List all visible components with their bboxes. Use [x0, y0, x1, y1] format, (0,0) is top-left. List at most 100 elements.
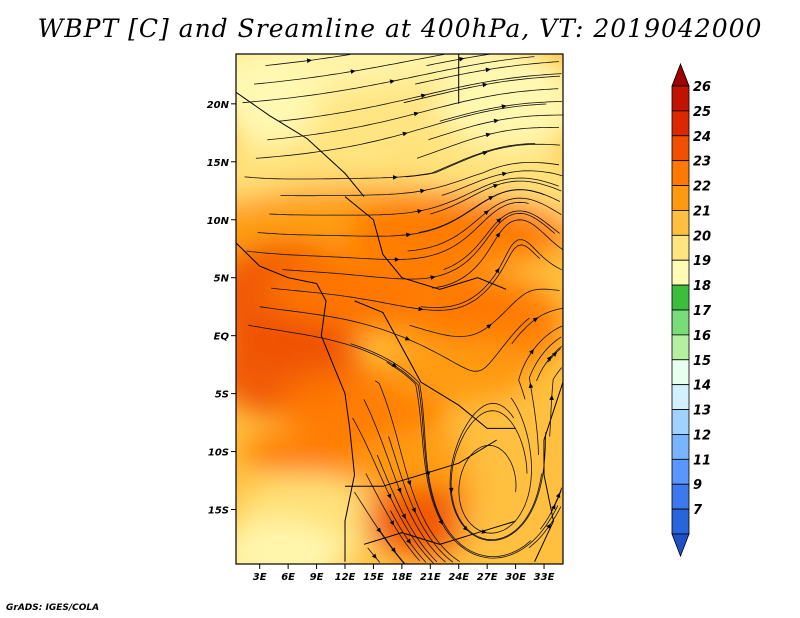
- boundary-line: [363, 520, 516, 545]
- coastlines: [236, 54, 563, 562]
- streamline-arrow: [406, 232, 412, 238]
- colorbar-label: 7: [693, 503, 703, 518]
- plot-area: [236, 54, 563, 564]
- streamline-arrow: [546, 523, 551, 529]
- streamline-arrow: [483, 210, 490, 216]
- streamline-arrow: [387, 493, 392, 500]
- field-region: [382, 335, 535, 406]
- streamline-arrow: [389, 79, 396, 84]
- streamline: [439, 101, 563, 122]
- streamline-arrow: [459, 57, 465, 62]
- streamline-arrow: [350, 69, 356, 74]
- boundary-line: [534, 380, 563, 562]
- streamline-arrow: [425, 471, 431, 477]
- streamline-arrow: [397, 487, 402, 494]
- y-tick-label: 15N: [207, 158, 230, 169]
- streamline-arrow: [438, 519, 443, 525]
- colorbar-label: 22: [693, 180, 711, 195]
- colorbar-label: 19: [693, 254, 711, 269]
- streamline: [267, 88, 559, 141]
- x-tick-label: 24E: [448, 572, 469, 583]
- streamline: [363, 399, 446, 563]
- streamline-arrow: [481, 529, 487, 534]
- plot-frame: [235, 53, 564, 565]
- streamline: [376, 454, 438, 563]
- colorbar-swatch: [671, 458, 690, 485]
- streamline: [449, 402, 547, 542]
- streamline-arrow: [420, 188, 426, 194]
- streamline: [407, 197, 562, 252]
- colorbar-label: 23: [693, 155, 711, 170]
- colorbar-swatch: [671, 210, 690, 236]
- streamline: [242, 56, 535, 104]
- streamline-arrow: [502, 171, 508, 177]
- streamline: [450, 410, 542, 541]
- streamline-arrow: [404, 336, 411, 341]
- streamline-arrow: [486, 324, 492, 329]
- streamline: [365, 473, 420, 562]
- y-tick-label: 20N: [207, 100, 230, 111]
- x-tick-label: 30E: [505, 572, 526, 583]
- streamline-arrow: [406, 538, 411, 544]
- streamline: [246, 201, 529, 260]
- streamline: [528, 336, 562, 456]
- colorbar-label: 18: [693, 279, 711, 294]
- streamline-arrow: [482, 82, 488, 88]
- y-tick-label: 5S: [215, 390, 229, 401]
- colorbar-top-arrow: [671, 62, 690, 87]
- streamline-arrow: [392, 175, 398, 180]
- streamline-arrow: [485, 67, 491, 73]
- colorbar-swatch: [671, 359, 690, 386]
- boundary-line: [236, 242, 317, 284]
- colorbar-swatch: [671, 384, 690, 410]
- boundary-line: [236, 91, 365, 197]
- streamline: [536, 345, 562, 382]
- colorbar-label: 25: [693, 105, 711, 120]
- streamline-arrow: [549, 394, 554, 400]
- streamlines: [242, 54, 563, 564]
- streamline-arrow: [493, 118, 500, 124]
- colorbar-bottom-arrow: [671, 533, 690, 558]
- streamline-arrow: [413, 111, 420, 117]
- streamline: [253, 54, 445, 85]
- streamline: [539, 490, 562, 530]
- field-region: [345, 196, 563, 267]
- streamline: [388, 436, 454, 563]
- colorbar-swatch: [671, 409, 690, 435]
- y-tick-label: 10N: [207, 216, 230, 227]
- boundary-line: [345, 439, 497, 487]
- y-axis: 20N 15N 10N 5N EQ 5S 10S 15S: [207, 100, 236, 517]
- streamline: [352, 417, 435, 564]
- colorbar-swatch: [671, 85, 690, 112]
- streamline: [259, 306, 530, 372]
- streamline: [518, 325, 563, 400]
- streamline: [255, 103, 547, 159]
- streamline: [386, 361, 559, 559]
- streamline: [418, 189, 561, 233]
- streamline-arrow: [496, 218, 502, 223]
- streamline-arrow: [528, 382, 534, 389]
- chart-title: WBPT [C] and Sreamline at 400hPa, VT: 20…: [37, 14, 763, 43]
- x-tick-label: 18E: [391, 572, 412, 583]
- x-axis: 3E 6E 9E 12E 15E 18E 21E 24E 27E 30E 33E: [253, 564, 555, 583]
- x-tick-label: 27E: [477, 572, 498, 583]
- y-tick-label: 10S: [208, 448, 229, 459]
- streamline: [458, 397, 532, 534]
- streamline: [403, 75, 560, 104]
- streamline-arrow: [494, 267, 500, 274]
- streamline-arrow: [376, 527, 381, 533]
- x-tick-label: 33E: [534, 572, 555, 583]
- wbpt-field: [236, 54, 563, 564]
- streamline: [528, 506, 562, 549]
- colorbar-swatch: [671, 284, 690, 311]
- streamline: [378, 528, 406, 564]
- streamline-arrow: [371, 553, 377, 559]
- streamline-arrow: [389, 520, 395, 526]
- field-region: [236, 521, 345, 564]
- colorbar-swatch: [671, 508, 690, 535]
- streamline-arrow: [402, 131, 408, 137]
- colorbar-label: 17: [693, 304, 712, 319]
- colorbar-swatch: [671, 483, 690, 510]
- y-tick-label: EQ: [214, 332, 230, 343]
- colorbar-label: 14: [693, 379, 711, 394]
